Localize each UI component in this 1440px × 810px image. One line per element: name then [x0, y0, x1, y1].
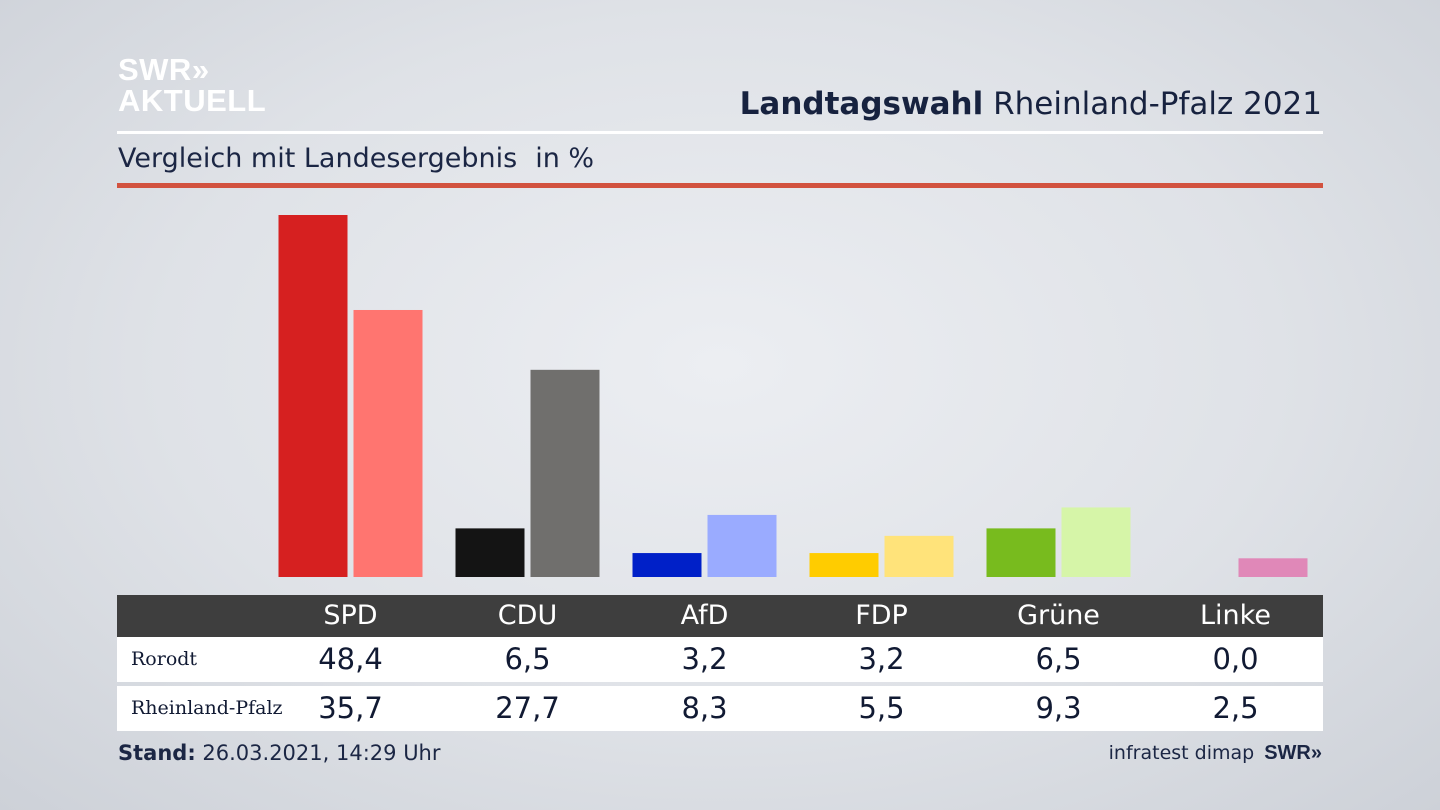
swr-logo-small: SWR»	[1264, 742, 1322, 764]
value-label: 8,3	[681, 691, 728, 725]
party-header-spd: SPD	[323, 600, 378, 631]
logo-line-1: SWR»	[118, 52, 209, 87]
page-title: Landtagswahl Rheinland-Pfalz 2021	[739, 86, 1322, 122]
value-label: 35,7	[318, 691, 383, 725]
swr-aktuell-logo: SWR» AKTUELL	[118, 54, 266, 116]
party-header-linke: Linke	[1200, 600, 1271, 631]
value-label: 5,5	[858, 691, 905, 725]
bar-afd-rheinland-pfalz	[707, 514, 777, 577]
results-table: SPD CDU AfD FDP Grüne Linke Rorodt 48,4 6,5 3,2…	[117, 595, 1323, 731]
value-label: 0,0	[1212, 642, 1259, 676]
party-header-afd: AfD	[680, 600, 729, 631]
subtitle-divider	[117, 183, 1323, 188]
table-row-rheinland-pfalz: Rheinland-Pfalz 35,7 27,7 8,3 5,5 9,3 2,5	[117, 686, 1323, 731]
value-label: 27,7	[495, 691, 560, 725]
bar-cdu-rorodt	[455, 528, 525, 577]
logo-line-2: AKTUELL	[118, 83, 267, 118]
table-header-row: SPD CDU AfD FDP Grüne Linke	[117, 595, 1323, 637]
party-header-cdu: CDU	[497, 600, 558, 631]
party-header-fdp: FDP	[855, 600, 908, 631]
table-row-rorodt: Rorodt 48,4 6,5 3,2 3,2 6,5 0,0	[117, 637, 1323, 682]
timestamp: Stand: 26.03.2021, 14:29 Uhr	[118, 741, 441, 765]
value-label: 6,5	[1035, 642, 1082, 676]
value-label: 3,2	[681, 642, 728, 676]
value-label: 6,5	[504, 642, 551, 676]
unit-label: in %	[535, 143, 595, 174]
value-label: 9,3	[1035, 691, 1082, 725]
title-divider	[117, 131, 1323, 134]
row-label: Rheinland-Pfalz	[131, 697, 283, 719]
value-label: 2,5	[1212, 691, 1259, 725]
value-label: 48,4	[318, 642, 383, 676]
chart-subtitle: Vergleich mit Landesergebnis in %	[118, 143, 595, 174]
bar-grne-rorodt	[986, 528, 1056, 577]
bar-linke-rheinland-pfalz	[1238, 558, 1308, 577]
bar-fdp-rorodt	[809, 553, 879, 577]
bar-cdu-rheinland-pfalz	[530, 369, 600, 577]
source-credit: infratest dimap SWR»	[1108, 742, 1322, 764]
bar-spd-rheinland-pfalz	[353, 309, 423, 577]
bar-afd-rorodt	[632, 553, 702, 577]
bar-fdp-rheinland-pfalz	[884, 535, 954, 577]
party-header-grne: Grüne	[1017, 600, 1100, 631]
row-label: Rorodt	[131, 648, 198, 670]
bar-grne-rheinland-pfalz	[1061, 507, 1131, 577]
bar-spd-rorodt	[278, 215, 348, 577]
value-label: 3,2	[858, 642, 905, 676]
